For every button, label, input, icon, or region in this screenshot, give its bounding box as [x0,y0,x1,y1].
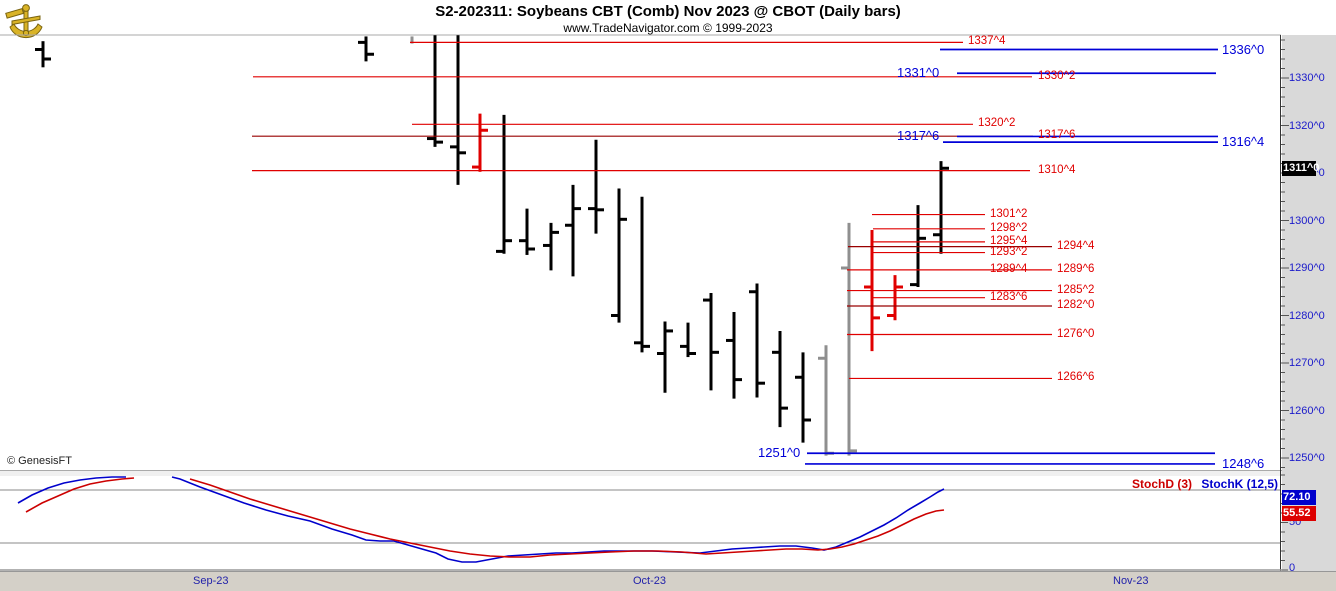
genesisft-sextant-logo-icon [5,4,43,39]
page-subtitle: www.TradeNavigator.com © 1999-2023 [563,21,773,35]
stochk-value-badge: 72.10 [1282,490,1316,505]
stochd-legend-label: StochD (3) [1132,477,1192,491]
price-axis-gutter [1282,35,1336,571]
page-title: S2-202311: Soybeans CBT (Comb) Nov 2023 … [435,3,901,20]
stochd-value-badge: 55.52 [1282,506,1316,521]
stochk-legend-label: StochK (12,5) [1201,477,1278,491]
panel-separator-band [0,471,1282,476]
stoch-series-line [17,476,126,504]
panel-separator [0,470,1282,471]
stoch-series-line [25,477,135,513]
current-price-badge: 1311^0 [1282,161,1320,176]
time-axis-bar [0,571,1336,591]
stoch-series-line [189,478,945,558]
stoch-series-line [171,476,945,563]
genesisft-watermark: © GenesisFT [7,455,72,467]
